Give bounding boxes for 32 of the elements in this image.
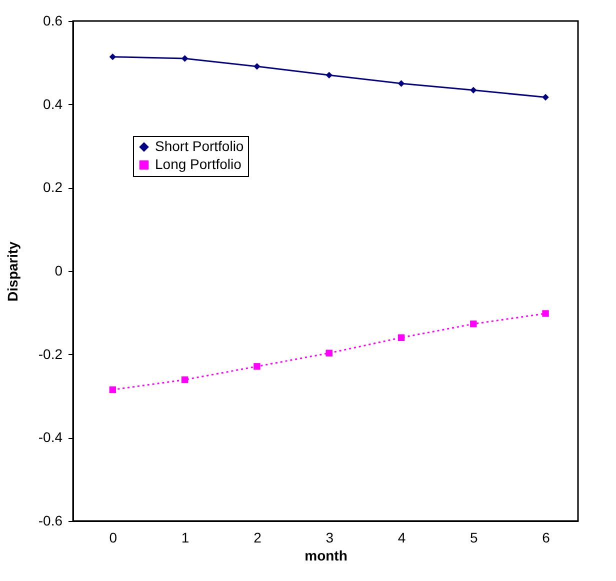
- point: [470, 320, 477, 328]
- y-tick-label: 0.2: [43, 179, 63, 196]
- y-tick-label: -0.2: [38, 346, 63, 362]
- x-tick-label: 6: [542, 530, 550, 546]
- point: [398, 80, 405, 87]
- point: [109, 53, 116, 60]
- legend-label: Short Portfolio: [155, 138, 244, 154]
- y-tick-label: -0.6: [38, 512, 63, 528]
- x-tick-label: 4: [398, 530, 406, 546]
- point: [181, 55, 188, 62]
- point: [398, 334, 405, 342]
- point: [109, 386, 116, 394]
- y-axis-title: Disparity: [4, 241, 20, 302]
- x-tick-label: 1: [181, 530, 190, 546]
- y-tick-label: 0.4: [43, 96, 63, 112]
- x-tick-label: 0: [109, 530, 118, 546]
- x-tick-label: 5: [470, 530, 478, 546]
- legend-label: Long Portfolio: [155, 156, 242, 172]
- point: [254, 363, 260, 370]
- x-tick-label: 3: [326, 530, 334, 546]
- point: [254, 63, 260, 70]
- point: [326, 72, 332, 79]
- y-tick-label: 0: [54, 262, 63, 278]
- x-axis-title: month: [304, 548, 348, 564]
- point: [326, 350, 332, 356]
- y-tick-label: -0.4: [38, 429, 63, 446]
- y-tick-label: 0.6: [43, 12, 63, 28]
- point: [542, 94, 549, 101]
- point: [542, 310, 549, 317]
- x-tick-label: 2: [254, 530, 262, 546]
- point: [470, 86, 477, 94]
- point: [181, 376, 188, 384]
